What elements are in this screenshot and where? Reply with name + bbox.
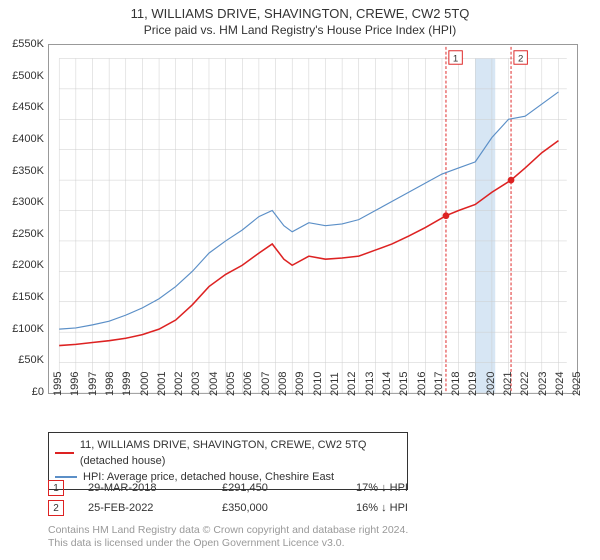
marker-number-box: 2 [48, 500, 64, 516]
y-tick-label: £0 [0, 386, 44, 398]
x-tick-label: 2001 [156, 372, 168, 396]
svg-text:2: 2 [518, 53, 523, 64]
x-tick-label: 2002 [173, 372, 185, 396]
x-tick-label: 2000 [139, 372, 151, 396]
marker-date: 25-FEB-2022 [88, 502, 198, 514]
marker-price: £350,000 [222, 502, 332, 514]
x-tick-label: 2023 [537, 372, 549, 396]
x-tick-label: 2015 [398, 372, 410, 396]
x-tick-label: 2008 [277, 372, 289, 396]
page-title: 11, WILLIAMS DRIVE, SHAVINGTON, CREWE, C… [0, 6, 600, 21]
x-tick-label: 2020 [485, 372, 497, 396]
marker-row: 2 25-FEB-2022 £350,000 16% ↓ HPI [48, 498, 578, 518]
x-tick-label: 2011 [329, 372, 341, 396]
chart-plot-area: 12 [48, 44, 578, 394]
x-tick-label: 2021 [502, 372, 514, 396]
y-tick-label: £350K [0, 165, 44, 177]
marker-pct: 16% ↓ HPI [356, 502, 466, 514]
footer-attribution: Contains HM Land Registry data © Crown c… [48, 524, 408, 550]
x-tick-label: 2004 [208, 372, 220, 396]
footer-line-2: This data is licensed under the Open Gov… [48, 537, 408, 550]
marker-data-table: 1 29-MAR-2018 £291,450 17% ↓ HPI 2 25-FEB-202… [48, 478, 578, 518]
marker-row: 1 29-MAR-2018 £291,450 17% ↓ HPI [48, 478, 578, 498]
legend-swatch [55, 452, 74, 454]
y-tick-label: £400K [0, 133, 44, 145]
x-tick-label: 2012 [346, 372, 358, 396]
x-tick-label: 2022 [519, 372, 531, 396]
y-tick-label: £250K [0, 228, 44, 240]
x-tick-label: 2006 [242, 372, 254, 396]
x-tick-label: 2014 [381, 372, 393, 396]
y-tick-label: £150K [0, 291, 44, 303]
legend-label: 11, WILLIAMS DRIVE, SHAVINGTON, CREWE, C… [80, 437, 401, 469]
chart-svg: 12 [49, 45, 577, 393]
x-tick-label: 2013 [364, 372, 376, 396]
x-tick-label: 2025 [571, 372, 583, 396]
y-tick-label: £200K [0, 259, 44, 271]
x-tick-label: 1999 [121, 372, 133, 396]
y-tick-label: £500K [0, 70, 44, 82]
x-tick-label: 1997 [87, 372, 99, 396]
x-tick-label: 2005 [225, 372, 237, 396]
y-tick-label: £550K [0, 38, 44, 50]
svg-text:1: 1 [453, 53, 458, 64]
y-tick-label: £50K [0, 354, 44, 366]
page-subtitle: Price paid vs. HM Land Registry's House … [0, 23, 600, 37]
footer-line-1: Contains HM Land Registry data © Crown c… [48, 524, 408, 537]
legend-row: 11, WILLIAMS DRIVE, SHAVINGTON, CREWE, C… [55, 437, 401, 469]
marker-date: 29-MAR-2018 [88, 482, 198, 494]
x-tick-label: 1996 [69, 372, 81, 396]
x-tick-label: 2019 [467, 372, 479, 396]
marker-number-box: 1 [48, 480, 64, 496]
x-tick-label: 2017 [433, 372, 445, 396]
x-tick-label: 2009 [294, 372, 306, 396]
y-tick-label: £100K [0, 323, 44, 335]
x-tick-label: 2024 [554, 372, 566, 396]
x-tick-label: 2016 [416, 372, 428, 396]
y-tick-label: £450K [0, 101, 44, 113]
x-tick-label: 1998 [104, 372, 116, 396]
marker-pct: 17% ↓ HPI [356, 482, 466, 494]
x-tick-label: 2010 [312, 372, 324, 396]
x-tick-label: 2018 [450, 372, 462, 396]
x-tick-label: 2007 [260, 372, 272, 396]
x-tick-label: 2003 [190, 372, 202, 396]
marker-price: £291,450 [222, 482, 332, 494]
x-tick-label: 1995 [52, 372, 64, 396]
y-tick-label: £300K [0, 196, 44, 208]
